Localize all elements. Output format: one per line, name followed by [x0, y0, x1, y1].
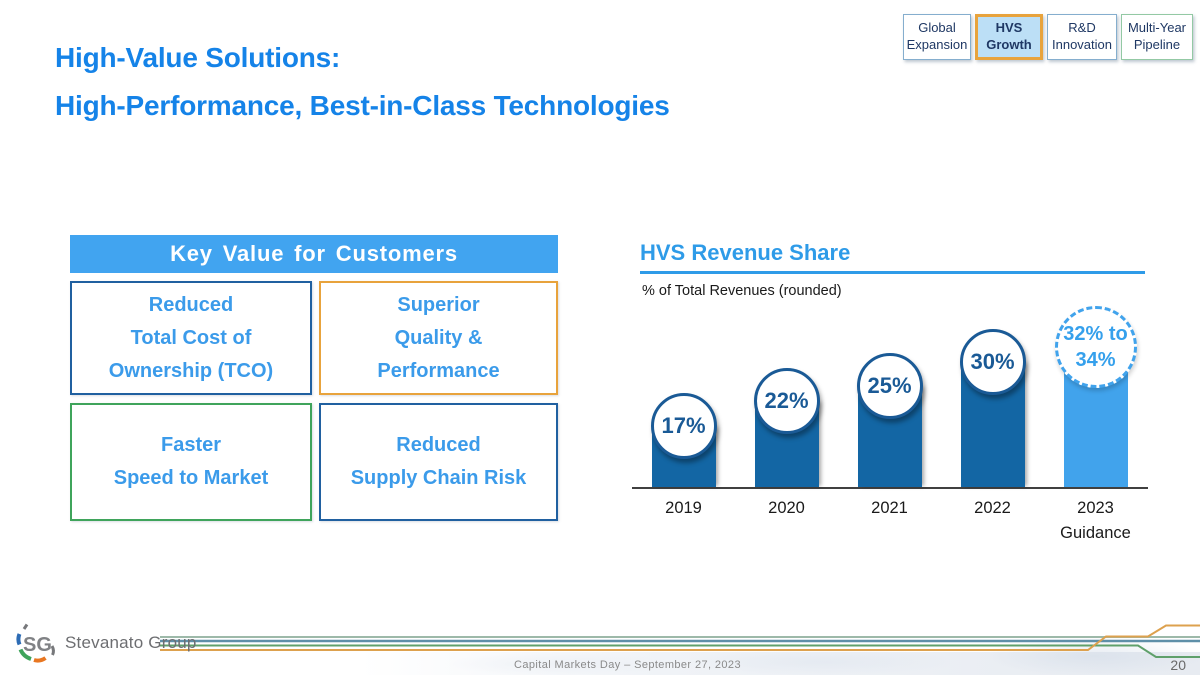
page-title: High-Value Solutions: High-Performance, …	[55, 34, 670, 130]
box-text: Faster	[160, 434, 222, 456]
sg-monogram: SG	[23, 634, 52, 656]
box-text: Superior	[397, 293, 480, 316]
stevanato-group-logo: SG Stevanato Group	[16, 623, 197, 663]
title-line-1: High-Value Solutions:	[55, 42, 341, 73]
key-value-box-supply-chain: Reduced Supply Chain Risk	[319, 403, 558, 521]
bar-slot: 17%	[632, 299, 735, 487]
tab-hvs-growth[interactable]: HVS Growth	[975, 14, 1043, 60]
tab-label: Growth	[986, 37, 1032, 52]
bar-value-label: 22%	[764, 388, 809, 413]
chart-subtitle: % of Total Revenues (rounded)	[642, 283, 842, 299]
tab-label: Expansion	[906, 37, 968, 52]
tab-label: Pipeline	[1133, 37, 1181, 52]
bar-value-label: 32% to	[1063, 323, 1128, 345]
tab-global-expansion[interactable]: Global Expansion	[903, 14, 971, 60]
page-number: 20	[1170, 657, 1186, 673]
box-text: Speed to Market	[113, 467, 269, 489]
tab-label: R&D	[1068, 20, 1096, 36]
bar-value-bubble: 32% to 34%	[1054, 306, 1137, 388]
chart-title-underline	[640, 271, 1145, 274]
title-line-2: High-Performance, Best-in-Class Technolo…	[55, 90, 670, 121]
box-text: Reduced	[396, 434, 481, 456]
key-value-grid: Reduced Total Cost of Ownership (TCO) Su…	[70, 281, 558, 521]
x-axis-label: 2019	[665, 499, 702, 517]
key-value-box-speed: Faster Speed to Market	[70, 403, 312, 521]
tab-label: Multi-Year	[1127, 20, 1187, 36]
hvs-revenue-chart: 17% 22% 25% 30% 32% to 34% 2019 2020 2021 2022 20…	[632, 299, 1148, 546]
tab-label: Innovation	[1052, 37, 1112, 52]
box-text: Ownership (TCO)	[108, 359, 274, 382]
sg-logo-mark: SG	[16, 623, 56, 663]
section-nav: Global Expansion HVS Growth R&D Innovati…	[903, 14, 1193, 60]
tab-rd-innovation[interactable]: R&D Innovation	[1047, 14, 1117, 60]
bar-value-label: 34%	[1075, 349, 1116, 371]
footer-caption: Capital Markets Day – September 27, 2023	[514, 659, 741, 671]
bar-value-bubble: 17%	[650, 393, 717, 459]
tab-label: HVS	[995, 20, 1023, 36]
box-text: Supply Chain Risk	[350, 467, 527, 489]
x-axis-label: 2023 Guidance	[1060, 499, 1131, 542]
bar-value-label: 25%	[867, 373, 912, 398]
chart-bars: 17% 22% 25% 30% 32% to 34%	[632, 299, 1148, 487]
logo-wordmark: Stevanato Group	[65, 633, 197, 652]
box-text: Reduced	[148, 293, 234, 316]
x-axis-labels: 2019 2020 2021 2022 2023 Guidance	[632, 496, 1148, 546]
box-text: Quality &	[394, 326, 483, 349]
chart-title: HVS Revenue Share	[640, 240, 851, 265]
bar-value-label: 17%	[661, 413, 706, 438]
bar-value-bubble: 22%	[753, 368, 820, 434]
tab-label: Global	[918, 20, 956, 36]
key-value-header: Key Value for Customers	[70, 235, 558, 273]
bar-value-bubble: 25%	[856, 353, 923, 419]
x-axis-label: 2020	[768, 499, 805, 517]
x-axis-line	[632, 487, 1148, 489]
hvs-revenue-panel: HVS Revenue Share % of Total Revenues (r…	[632, 240, 1148, 546]
key-value-box-quality: Superior Quality & Performance	[319, 281, 558, 395]
x-axis-label: 2021	[871, 499, 908, 517]
key-value-box-tco: Reduced Total Cost of Ownership (TCO)	[70, 281, 312, 395]
bar-slot: 30%	[941, 299, 1044, 487]
bar-value-label: 30%	[970, 349, 1015, 374]
box-text: Performance	[377, 359, 500, 382]
tab-multi-year-pipeline[interactable]: Multi-Year Pipeline	[1121, 14, 1193, 60]
bar-slot: 32% to 34%	[1044, 299, 1147, 487]
bar-slot: 25%	[838, 299, 941, 487]
bar-value-bubble: 30%	[959, 329, 1026, 395]
box-text: Total Cost of	[130, 326, 252, 349]
x-axis-label: 2022	[974, 499, 1011, 517]
bar-slot: 22%	[735, 299, 838, 487]
footer-photo-texture	[450, 653, 670, 675]
